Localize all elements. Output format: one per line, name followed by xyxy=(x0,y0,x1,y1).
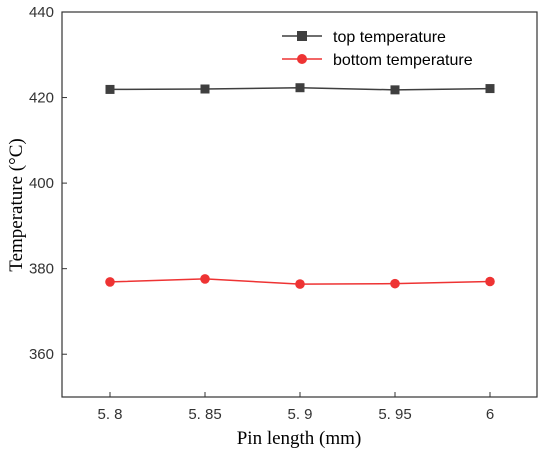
x-tick-label: 5. 95 xyxy=(378,406,411,423)
legend-label-top-temperature: top temperature xyxy=(333,29,446,46)
x-tick-label: 6 xyxy=(486,406,494,423)
data-point-bottom-temperature xyxy=(200,274,210,284)
y-axis-ticks: 360 380 400 420 440 xyxy=(29,4,67,363)
legend-marker-top-temperature xyxy=(297,31,307,41)
y-tick-label: 380 xyxy=(29,261,54,278)
x-tick-label: 5. 9 xyxy=(287,406,312,423)
y-tick-label: 360 xyxy=(29,346,54,363)
data-point-bottom-temperature xyxy=(105,277,115,287)
legend-label-bottom-temperature: bottom temperature xyxy=(333,52,473,69)
legend: top temperature bottom temperature xyxy=(282,29,473,69)
data-point-bottom-temperature xyxy=(485,276,495,287)
data-point-bottom-temperature xyxy=(295,279,305,289)
y-axis-label: Temperature (°C) xyxy=(6,138,27,271)
x-tick-label: 5. 8 xyxy=(97,406,122,423)
legend-marker-bottom-temperature xyxy=(297,54,307,64)
data-point-top-temperature xyxy=(200,84,210,94)
data-point-top-temperature xyxy=(295,83,305,93)
series-layer xyxy=(105,83,495,289)
data-point-top-temperature xyxy=(485,84,495,94)
data-point-bottom-temperature xyxy=(390,278,400,289)
y-tick-label: 420 xyxy=(29,90,54,107)
y-tick-label: 400 xyxy=(29,175,54,192)
x-tick-label: 5. 85 xyxy=(188,406,221,423)
data-point-top-temperature xyxy=(390,85,400,95)
data-point-top-temperature xyxy=(105,84,115,94)
y-tick-label: 440 xyxy=(29,4,54,21)
x-axis-ticks: 5. 8 5. 85 5. 9 5. 95 6 xyxy=(97,392,494,423)
x-axis-label: Pin length (mm) xyxy=(237,428,362,449)
